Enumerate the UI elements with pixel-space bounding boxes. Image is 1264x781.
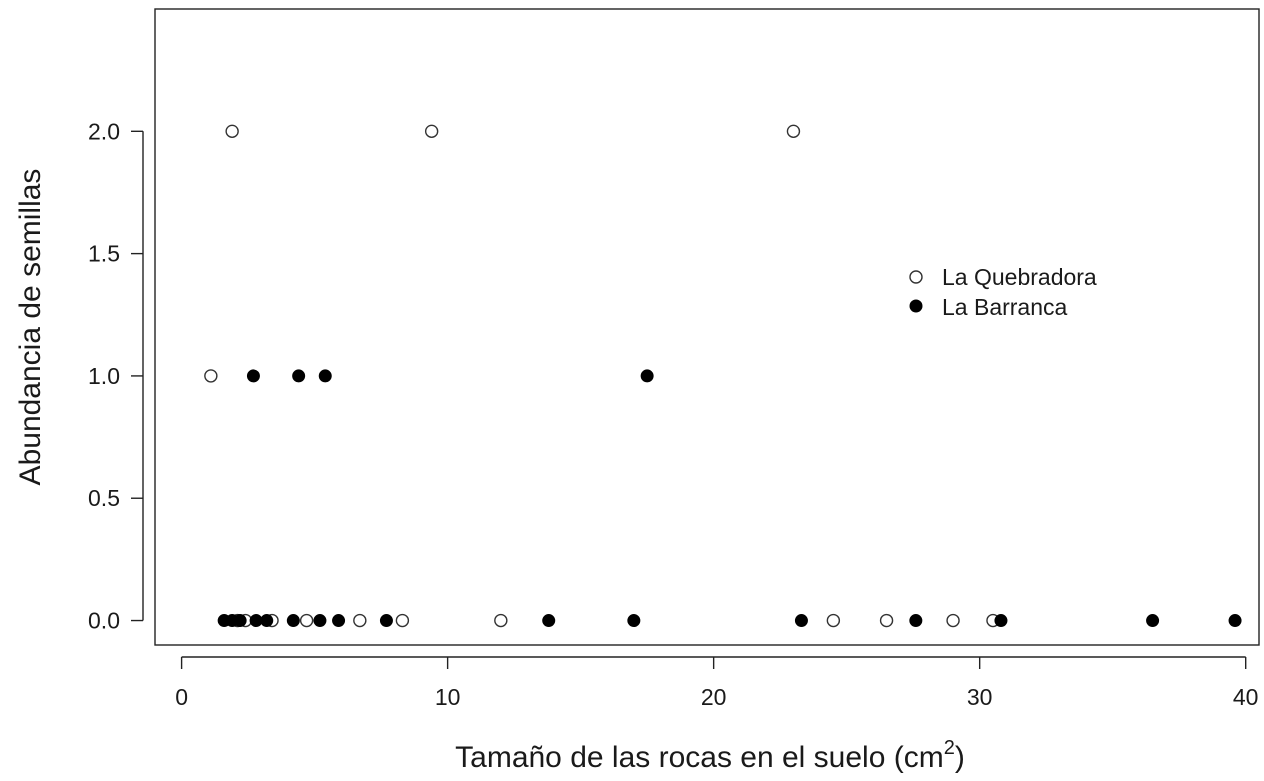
x-axis: 0 10 20 30 40 bbox=[175, 657, 1258, 710]
legend-marker-la-barranca bbox=[910, 300, 922, 312]
x-axis-title: Tamaño de las rocas en el suelo (cm2) bbox=[455, 737, 965, 774]
data-point-la-barranca bbox=[795, 615, 807, 627]
data-point-la-barranca bbox=[641, 370, 653, 382]
data-point-la-quebradora bbox=[827, 615, 839, 627]
y-tick-label: 0.5 bbox=[88, 485, 120, 511]
data-point-la-quebradora bbox=[787, 125, 799, 137]
data-point-la-quebradora bbox=[301, 615, 313, 627]
x-axis-title-suffix: ) bbox=[955, 741, 965, 774]
y-axis-title: Abundancia de semillas bbox=[14, 169, 47, 486]
y-tick-label: 2.0 bbox=[88, 118, 120, 144]
data-point-la-barranca bbox=[314, 615, 326, 627]
x-tick-label: 0 bbox=[175, 684, 188, 710]
data-point-la-quebradora bbox=[354, 615, 366, 627]
legend: La Quebradora La Barranca bbox=[910, 264, 1097, 320]
data-point-la-barranca bbox=[319, 370, 331, 382]
data-point-la-quebradora bbox=[881, 615, 893, 627]
data-point-la-barranca bbox=[247, 370, 259, 382]
data-point-la-quebradora bbox=[947, 615, 959, 627]
data-point-la-quebradora bbox=[226, 125, 238, 137]
x-axis-title-superscript: 2 bbox=[944, 737, 955, 759]
data-point-la-barranca bbox=[910, 615, 922, 627]
data-point-la-barranca bbox=[287, 615, 299, 627]
data-point-la-barranca bbox=[628, 615, 640, 627]
y-tick-label: 1.5 bbox=[88, 241, 120, 267]
data-point-la-barranca bbox=[1229, 615, 1241, 627]
data-point-la-barranca bbox=[1147, 615, 1159, 627]
legend-label-la-barranca: La Barranca bbox=[942, 294, 1068, 320]
legend-marker-la-quebradora bbox=[910, 271, 922, 283]
data-point-la-quebradora bbox=[495, 615, 507, 627]
data-point-la-barranca bbox=[261, 615, 273, 627]
y-tick-label: 0.0 bbox=[88, 608, 120, 634]
x-axis-title-main: Tamaño de las rocas en el suelo (cm bbox=[455, 741, 944, 774]
data-point-la-quebradora bbox=[426, 125, 438, 137]
x-tick-label: 40 bbox=[1233, 684, 1259, 710]
x-tick-label: 30 bbox=[967, 684, 993, 710]
plot-frame bbox=[155, 9, 1259, 645]
x-tick-label: 10 bbox=[435, 684, 461, 710]
data-point-la-barranca bbox=[543, 615, 555, 627]
data-point-la-barranca bbox=[380, 615, 392, 627]
data-point-la-quebradora bbox=[396, 615, 408, 627]
x-tick-label: 20 bbox=[701, 684, 727, 710]
data-point-la-quebradora bbox=[205, 370, 217, 382]
data-point-la-barranca bbox=[293, 370, 305, 382]
data-points bbox=[205, 125, 1241, 626]
data-point-la-barranca bbox=[995, 615, 1007, 627]
y-tick-label: 1.0 bbox=[88, 363, 120, 389]
legend-label-la-quebradora: La Quebradora bbox=[942, 264, 1097, 290]
y-axis: 0.0 0.5 1.0 1.5 2.0 bbox=[88, 118, 143, 633]
data-point-la-barranca bbox=[234, 615, 246, 627]
data-point-la-barranca bbox=[333, 615, 345, 627]
